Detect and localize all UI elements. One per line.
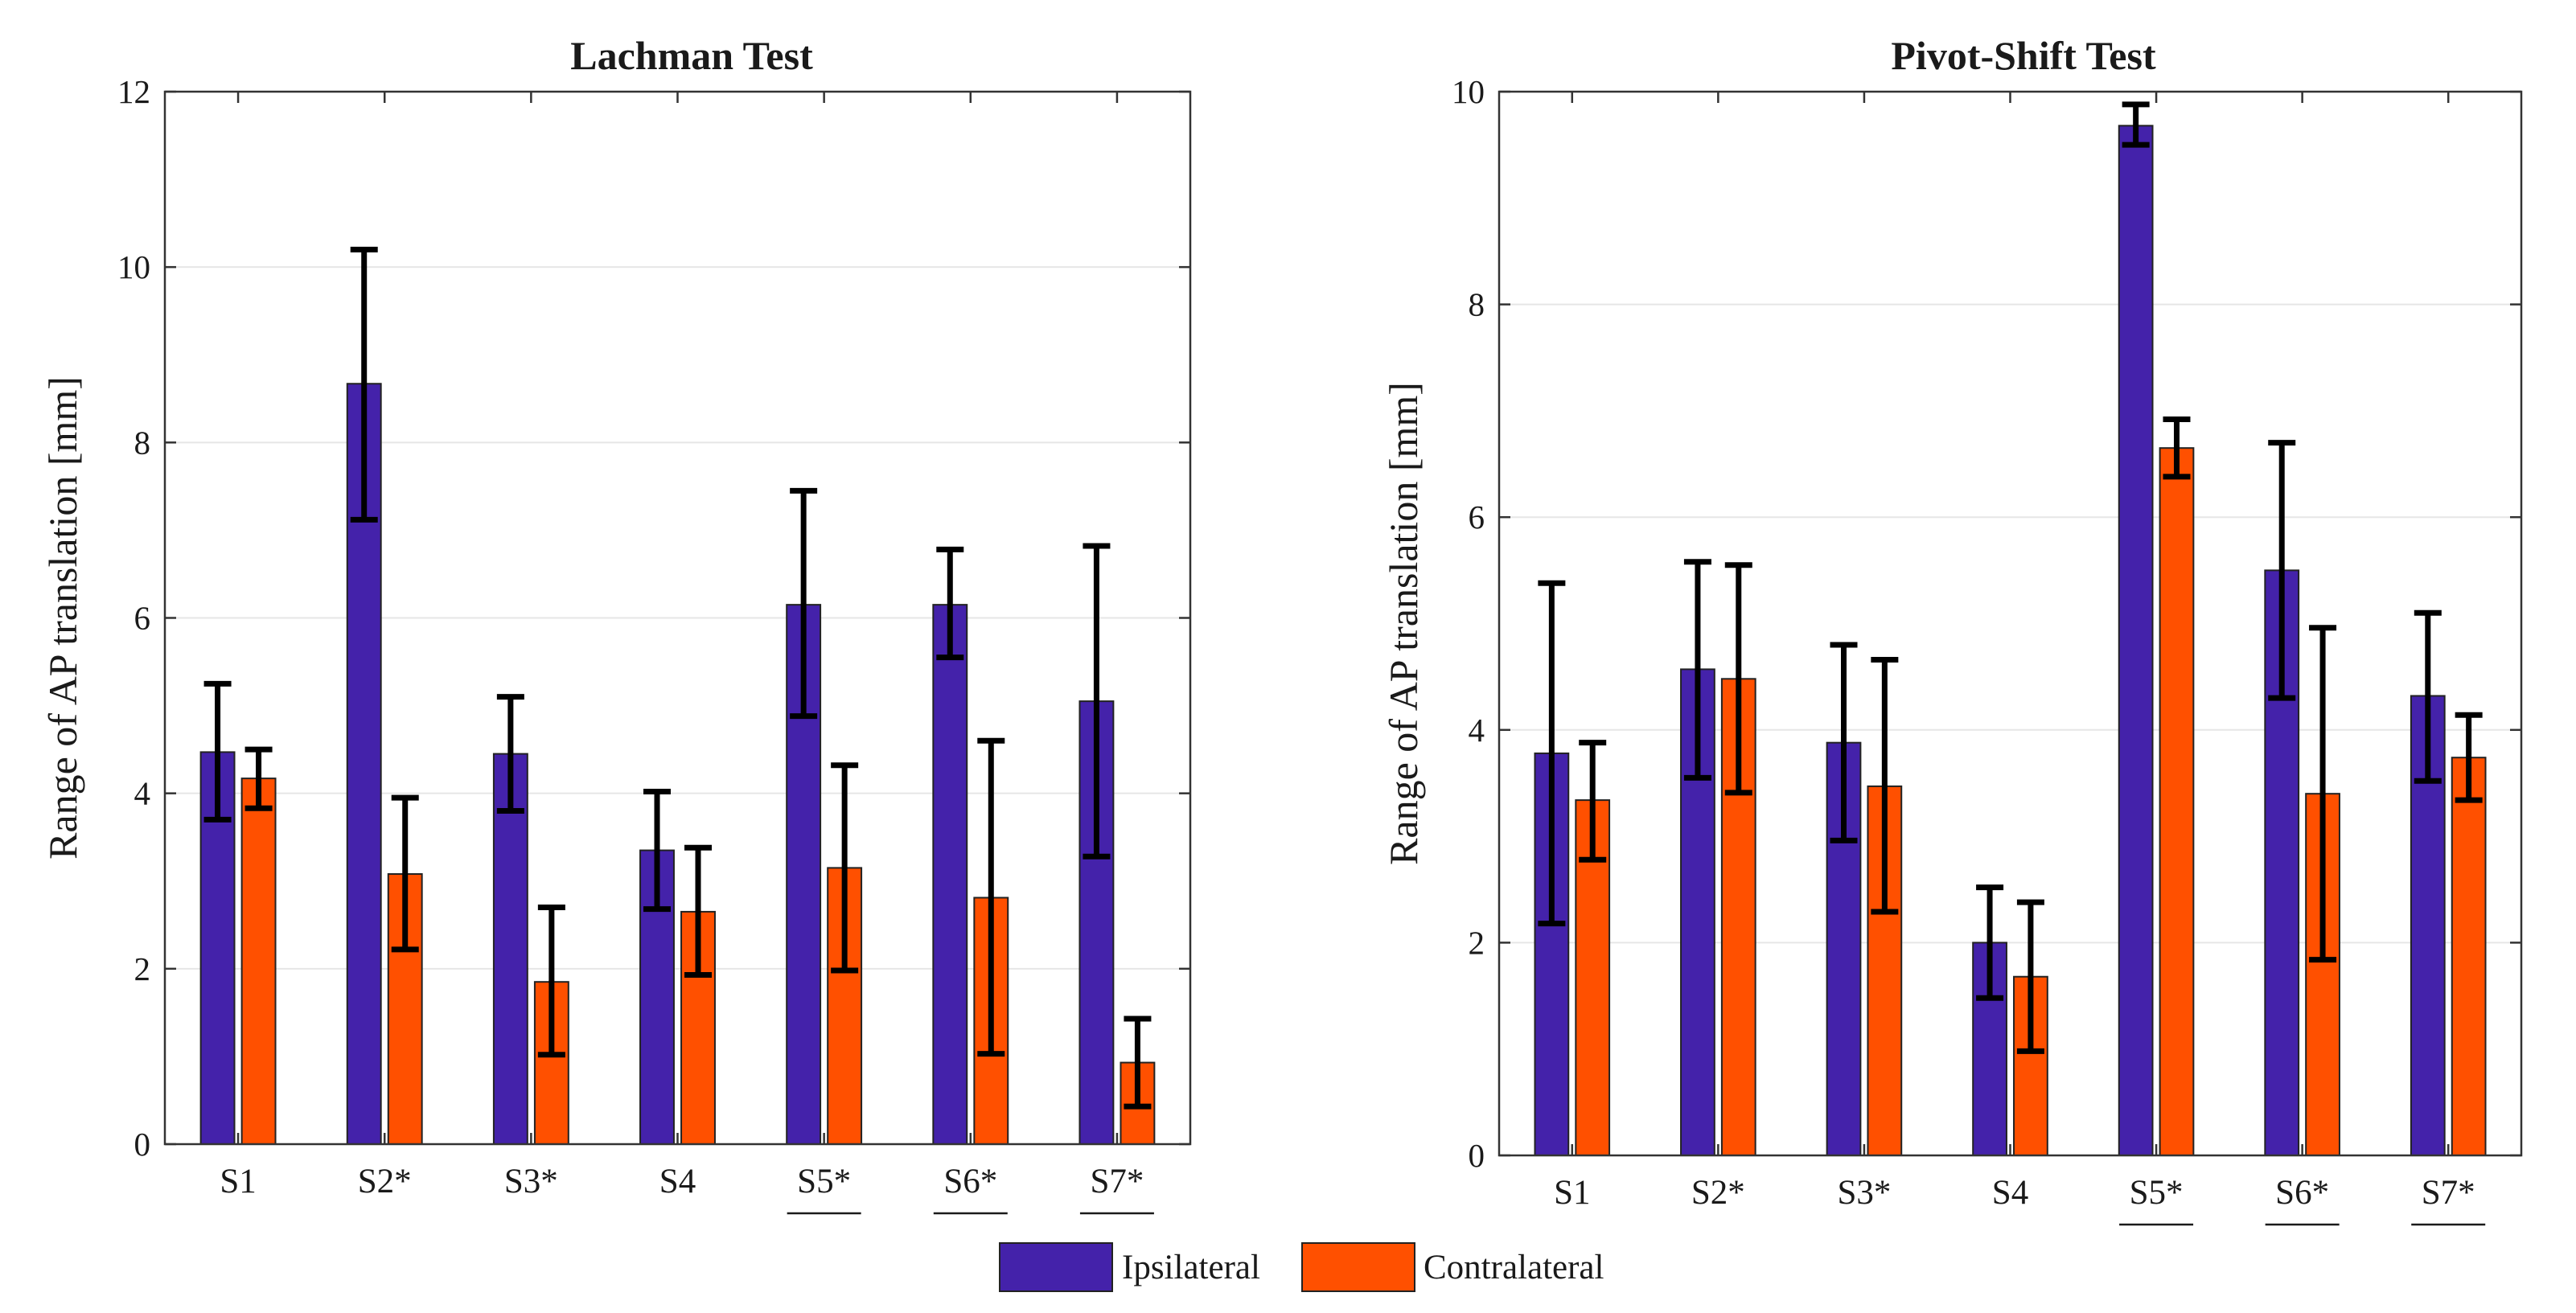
error-bar-contralateral-s6-star xyxy=(977,737,1005,1057)
bar-contralateral-s5-star xyxy=(2159,447,2195,1156)
legend-swatch-contralateral xyxy=(1301,1242,1415,1292)
error-bar-ipsilateral-s3-star xyxy=(1830,642,1858,843)
error-bar-contralateral-s7-star xyxy=(1124,1016,1152,1110)
error-bar-contralateral-s5-star xyxy=(2163,416,2191,480)
chart-title: Pivot-Shift Test xyxy=(1891,33,2156,78)
bar-ipsilateral-s5-star xyxy=(2118,125,2154,1156)
error-bar-contralateral-s2-star xyxy=(1724,562,1752,796)
error-bar-ipsilateral-s1 xyxy=(1538,580,1566,927)
ytick-label-5: 10 xyxy=(1452,73,1485,110)
chart-title: Lachman Test xyxy=(570,33,813,78)
ytick-label-6: 12 xyxy=(117,73,150,110)
legend-label-contralateral: Contralateral xyxy=(1424,1249,1604,1286)
ytick-label-2: 4 xyxy=(134,775,151,812)
ytick-label-1: 2 xyxy=(134,950,151,987)
error-bar-contralateral-s6-star xyxy=(2309,625,2337,963)
y-axis-label: Range of AP translation [mm] xyxy=(1381,382,1426,865)
plot-frame xyxy=(1498,90,2523,1157)
category-label-s4: S4 xyxy=(1992,1174,2028,1212)
category-label-s6-star: S6* xyxy=(2275,1174,2329,1212)
legend: Ipsilateral Contralateral xyxy=(999,1242,1604,1292)
category-label-s7-star: S7* xyxy=(2422,1174,2475,1212)
error-bar-ipsilateral-s1 xyxy=(203,680,232,823)
error-bar-ipsilateral-s4 xyxy=(643,788,671,913)
error-bar-ipsilateral-s6-star xyxy=(2268,440,2296,701)
category-label-s1: S1 xyxy=(220,1163,256,1200)
error-bar-contralateral-s1 xyxy=(1579,740,1607,863)
error-bar-ipsilateral-s7-star xyxy=(2414,609,2442,784)
error-bar-ipsilateral-s6-star xyxy=(936,546,964,661)
bar-ipsilateral-s6-star xyxy=(932,604,968,1145)
bar-contralateral-s7-star xyxy=(2451,757,2487,1156)
category-label-s3-star: S3* xyxy=(504,1163,558,1200)
category-label-s3-star: S3* xyxy=(1837,1174,1891,1212)
error-bar-ipsilateral-s4 xyxy=(1976,884,2004,1001)
error-bar-ipsilateral-s5-star xyxy=(2122,101,2150,148)
chart-lachman-test: 0 2 4 6 8 10 12 S1 S2* S3* S4 S5* S6* S7* Lachman Test… xyxy=(40,33,1192,1215)
error-bar-contralateral-s2-star xyxy=(391,794,419,953)
category-label-s2-star: S2* xyxy=(1691,1174,1745,1212)
error-bar-contralateral-s7-star xyxy=(2455,712,2483,803)
category-label-s5-star: S5* xyxy=(797,1163,851,1200)
ytick-label-3: 6 xyxy=(134,600,151,637)
y-axis-label: Range of AP translation [mm] xyxy=(40,376,85,860)
error-bar-ipsilateral-s3-star xyxy=(496,694,524,814)
error-bar-contralateral-s4 xyxy=(2016,899,2044,1054)
ytick-label-5: 10 xyxy=(117,248,150,285)
ytick-label-4: 8 xyxy=(1469,286,1485,323)
ytick-label-0: 0 xyxy=(1469,1137,1485,1174)
error-bar-contralateral-s4 xyxy=(684,844,712,978)
error-bar-ipsilateral-s5-star xyxy=(790,487,818,720)
chart-pivot-shift-test: 0 2 4 6 8 10 S1 S2* S3* S4 S5* S6* S7* Pivot-Shift Te… xyxy=(1381,33,2523,1226)
bar-contralateral-s1 xyxy=(240,778,277,1145)
ytick-label-4: 8 xyxy=(134,424,151,461)
error-bar-ipsilateral-s2-star xyxy=(1683,559,1711,781)
category-label-s6-star: S6* xyxy=(943,1163,997,1200)
legend-label-ipsilateral: Ipsilateral xyxy=(1122,1249,1260,1286)
ytick-label-2: 4 xyxy=(1469,712,1485,749)
error-bar-ipsilateral-s7-star xyxy=(1083,543,1111,860)
category-label-s5-star: S5* xyxy=(2130,1174,2184,1212)
ytick-label-1: 2 xyxy=(1469,924,1485,961)
ytick-label-3: 6 xyxy=(1469,499,1485,535)
error-bar-contralateral-s3-star xyxy=(1871,656,1899,915)
error-bar-ipsilateral-s2-star xyxy=(350,246,378,523)
error-bar-contralateral-s5-star xyxy=(831,762,859,974)
legend-swatch-ipsilateral xyxy=(999,1242,1113,1292)
category-label-s2-star: S2* xyxy=(358,1163,412,1200)
category-label-s1: S1 xyxy=(1554,1174,1590,1212)
category-label-s4: S4 xyxy=(659,1163,696,1200)
error-bar-contralateral-s1 xyxy=(244,746,273,811)
error-bar-contralateral-s3-star xyxy=(537,904,565,1058)
category-label-s7-star: S7* xyxy=(1090,1163,1144,1200)
ytick-label-0: 0 xyxy=(134,1126,151,1163)
